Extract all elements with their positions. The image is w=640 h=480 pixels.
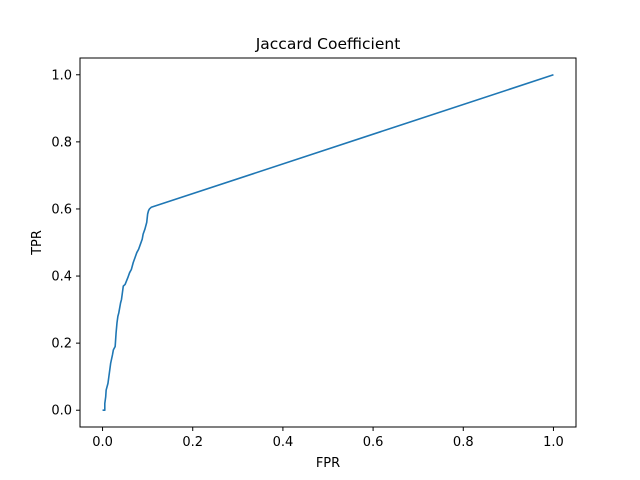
- x-tick-label: 0.6: [363, 435, 384, 450]
- x-tick-label: 0.2: [182, 435, 203, 450]
- axes-frame: [79, 57, 577, 428]
- x-tick-label: 0.8: [453, 435, 474, 450]
- x-tick-label: 1.0: [543, 435, 564, 450]
- chart-title: Jaccard Coefficient: [255, 35, 401, 53]
- roc-curve-line: [102, 74, 554, 412]
- plot-area: [102, 74, 554, 412]
- y-tick-label: 0.2: [51, 337, 72, 352]
- x-axis-ticks: 0.0 0.2 0.4 0.6 0.8 1.0: [92, 427, 564, 450]
- y-tick-label: 0.8: [51, 135, 72, 150]
- x-tick-label: 0.4: [273, 435, 294, 450]
- x-axis-label: FPR: [316, 456, 340, 471]
- y-tick-label: 1.0: [51, 68, 72, 83]
- x-tick-label: 0.0: [92, 435, 113, 450]
- y-axis-label: TPR: [30, 230, 45, 256]
- y-tick-label: 0.6: [51, 202, 72, 217]
- y-tick-label: 0.4: [51, 270, 72, 285]
- y-axis-ticks: 0.0 0.2 0.4 0.6 0.8 1.0: [51, 68, 80, 419]
- y-tick-label: 0.0: [51, 404, 72, 419]
